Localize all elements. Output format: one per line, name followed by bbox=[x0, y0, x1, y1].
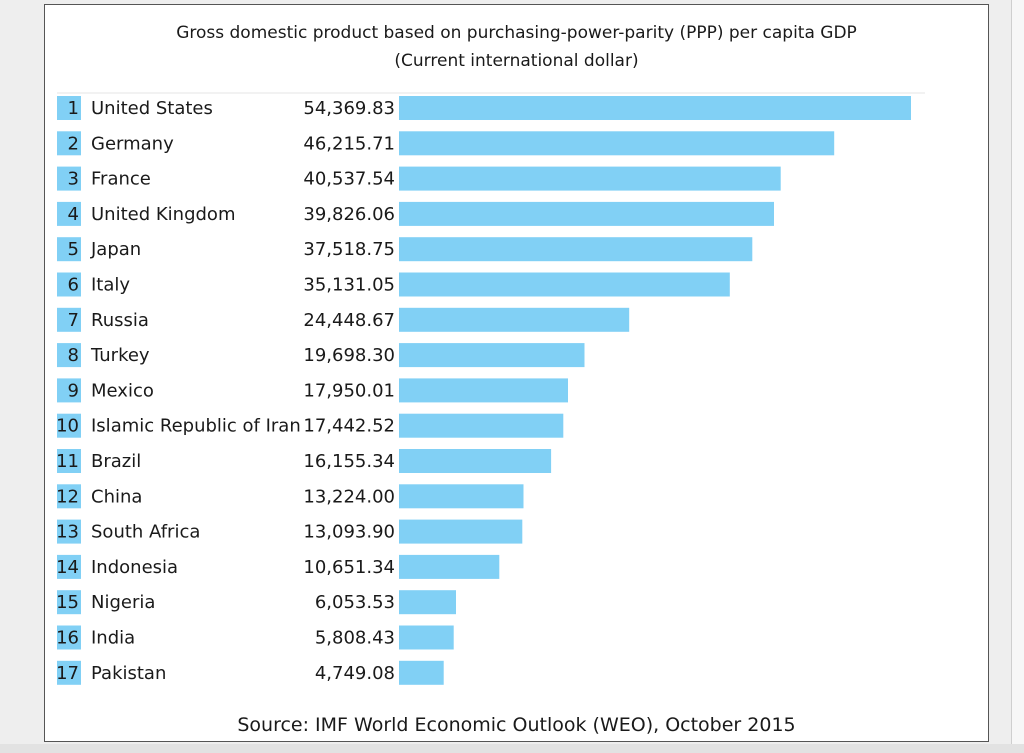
rank-box bbox=[57, 625, 81, 650]
rank-box bbox=[57, 449, 81, 473]
bar bbox=[399, 131, 835, 156]
bar bbox=[399, 307, 630, 332]
rank-box bbox=[57, 343, 81, 368]
rank-box bbox=[57, 484, 81, 509]
category-label: Islamic Republic of Iran bbox=[91, 416, 301, 437]
category-label: Germany bbox=[91, 133, 174, 154]
rank-label: 13 bbox=[56, 522, 79, 543]
value-label: 17,950.01 bbox=[303, 380, 395, 401]
value-label: 17,442.52 bbox=[303, 416, 395, 437]
category-label: United Kingdom bbox=[91, 204, 235, 225]
rank-label: 4 bbox=[68, 204, 79, 225]
rank-box bbox=[57, 590, 81, 615]
chart-source: Source: IMF World Economic Outlook (WEO)… bbox=[237, 714, 796, 736]
rank-label: 12 bbox=[56, 486, 79, 507]
rank-label: 5 bbox=[68, 239, 79, 260]
rank-box bbox=[57, 166, 81, 191]
rank-label: 1 bbox=[68, 98, 79, 119]
rank-box bbox=[57, 131, 81, 156]
value-label: 46,215.71 bbox=[303, 133, 395, 154]
chart-frame: Gross domestic product based on purchasi… bbox=[44, 4, 989, 742]
value-label: 54,369.83 bbox=[303, 98, 395, 119]
bar bbox=[399, 201, 774, 226]
bar bbox=[399, 413, 564, 438]
category-label: United States bbox=[91, 98, 213, 119]
bar bbox=[399, 519, 523, 544]
bar bbox=[399, 484, 524, 509]
rank-box bbox=[57, 378, 81, 403]
window-edge-bottom bbox=[0, 744, 1024, 753]
category-label: Mexico bbox=[91, 380, 154, 401]
value-label: 6,053.53 bbox=[315, 592, 395, 613]
value-label: 37,518.75 bbox=[303, 239, 395, 260]
category-label: Japan bbox=[90, 239, 141, 260]
rank-label: 8 bbox=[68, 345, 79, 366]
value-label: 16,155.34 bbox=[303, 451, 395, 472]
rank-label: 6 bbox=[68, 275, 79, 296]
rank-box bbox=[57, 413, 81, 438]
rank-box bbox=[57, 519, 81, 544]
bar bbox=[399, 449, 552, 473]
value-label: 40,537.54 bbox=[303, 169, 395, 190]
bar bbox=[399, 660, 444, 685]
rank-box bbox=[57, 554, 81, 579]
bar bbox=[399, 554, 500, 579]
rank-label: 14 bbox=[56, 557, 79, 578]
rank-box bbox=[57, 96, 81, 120]
category-label: China bbox=[91, 486, 142, 507]
bar bbox=[399, 166, 781, 191]
rank-label: 9 bbox=[68, 380, 79, 401]
rank-label: 15 bbox=[56, 592, 79, 613]
category-label: Russia bbox=[91, 310, 149, 331]
value-label: 13,093.90 bbox=[303, 522, 395, 543]
window-edge-right bbox=[1011, 0, 1024, 753]
bar bbox=[399, 590, 456, 615]
bar bbox=[399, 96, 911, 120]
chart-subtitle: (Current international dollar) bbox=[394, 51, 639, 71]
rank-box bbox=[57, 660, 81, 685]
bar bbox=[399, 378, 568, 403]
category-label: Italy bbox=[91, 275, 130, 296]
rank-label: 11 bbox=[56, 451, 79, 472]
rank-label: 10 bbox=[56, 416, 79, 437]
rank-label: 17 bbox=[56, 663, 79, 684]
rank-box bbox=[57, 272, 81, 297]
category-label: India bbox=[91, 628, 135, 649]
category-label: Indonesia bbox=[91, 557, 178, 578]
rank-label: 3 bbox=[68, 169, 79, 190]
category-label: Turkey bbox=[90, 345, 150, 366]
category-label: Pakistan bbox=[91, 663, 166, 684]
bar bbox=[399, 625, 454, 650]
value-label: 35,131.05 bbox=[303, 275, 395, 296]
category-label: South Africa bbox=[91, 522, 200, 543]
rank-label: 7 bbox=[68, 310, 79, 331]
rank-label: 2 bbox=[68, 133, 79, 154]
rank-box bbox=[57, 307, 81, 332]
value-label: 10,651.34 bbox=[303, 557, 395, 578]
bar bbox=[399, 237, 753, 262]
rank-box bbox=[57, 201, 81, 226]
category-label: Brazil bbox=[91, 451, 141, 472]
value-label: 24,448.67 bbox=[303, 310, 395, 331]
rank-box bbox=[57, 237, 81, 262]
bar bbox=[399, 272, 730, 297]
bar bbox=[399, 343, 585, 368]
category-label: France bbox=[91, 169, 151, 190]
value-label: 19,698.30 bbox=[303, 345, 395, 366]
rank-label: 16 bbox=[56, 628, 79, 649]
bar-chart: 1 United States 54,369.83 2 Germany 46,215.71… bbox=[56, 92, 925, 685]
category-label: Nigeria bbox=[91, 592, 155, 613]
value-label: 39,826.06 bbox=[303, 204, 395, 225]
value-label: 5,808.43 bbox=[315, 628, 395, 649]
chart-title: Gross domestic product based on purchasi… bbox=[176, 23, 857, 43]
value-label: 13,224.00 bbox=[303, 486, 395, 507]
value-label: 4,749.08 bbox=[315, 663, 395, 684]
